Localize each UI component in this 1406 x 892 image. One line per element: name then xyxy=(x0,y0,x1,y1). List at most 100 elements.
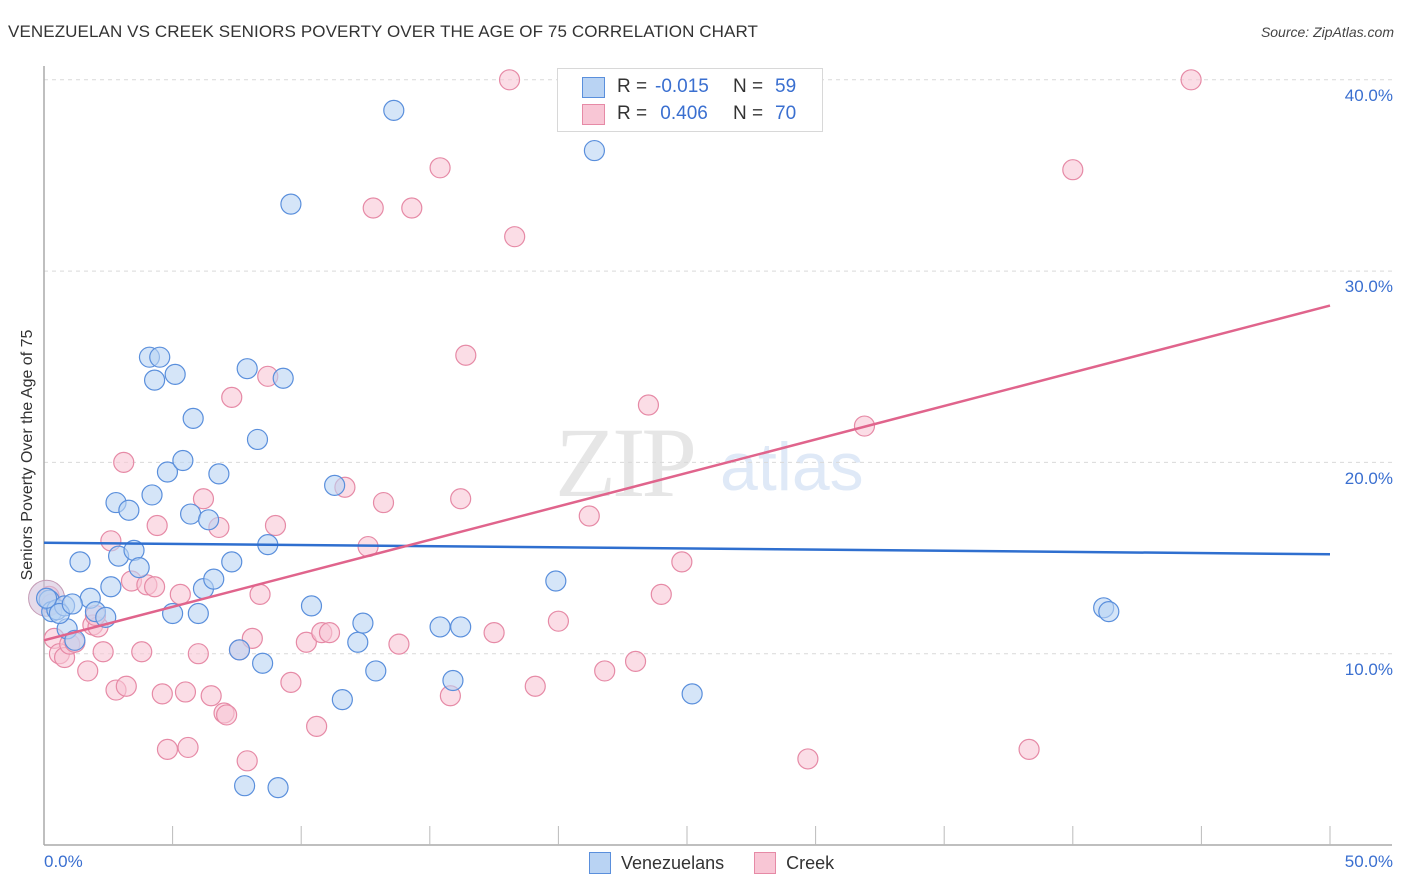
data-point xyxy=(177,736,199,759)
data-point xyxy=(228,639,251,661)
data-point xyxy=(429,157,451,179)
n-label: N = xyxy=(733,103,764,124)
n-value: 70 xyxy=(775,103,797,124)
y-tick-30: 30.0% xyxy=(1344,277,1393,296)
data-point xyxy=(236,358,258,380)
data-point xyxy=(252,652,274,674)
venezuelans-swatch xyxy=(589,852,611,874)
data-point xyxy=(455,344,477,366)
source-label: Source: ZipAtlas.com xyxy=(1260,24,1394,40)
creek-swatch xyxy=(754,852,777,874)
data-point xyxy=(115,675,137,697)
data-point xyxy=(797,748,819,770)
data-point xyxy=(450,488,472,510)
data-point xyxy=(324,474,346,496)
r-value: -0.015 xyxy=(655,76,709,97)
data-point xyxy=(372,491,395,514)
axes xyxy=(43,66,1392,846)
x-tick-min: 0.0% xyxy=(44,852,83,871)
data-point xyxy=(169,583,191,605)
data-point xyxy=(182,407,204,430)
data-point xyxy=(300,595,323,617)
data-point xyxy=(61,593,83,615)
creek-swatch xyxy=(582,103,605,125)
y-axis-title: Seniors Poverty Over the Age of 75 xyxy=(19,329,36,581)
series-legend: Venezuelans Creek xyxy=(589,852,864,874)
data-point xyxy=(383,99,405,122)
data-point xyxy=(113,451,135,473)
data-point xyxy=(1180,69,1202,91)
data-point xyxy=(64,629,86,651)
y-tick-10: 10.0% xyxy=(1344,660,1393,679)
data-point xyxy=(264,514,287,537)
y-tick-40: 40.0% xyxy=(1344,86,1393,105)
trend-lines xyxy=(43,304,1331,642)
data-point xyxy=(234,775,256,797)
venezuelan-points xyxy=(35,99,1120,799)
legend-row-venezuelans: R = -0.015 N = 59 xyxy=(582,75,796,99)
data-point xyxy=(331,689,353,711)
data-point xyxy=(637,394,660,416)
data-point xyxy=(352,612,374,634)
data-point xyxy=(681,683,703,705)
watermark-atlas: atlas xyxy=(720,429,864,505)
data-point xyxy=(149,346,171,368)
data-point xyxy=(267,777,289,799)
data-point xyxy=(146,514,168,537)
data-point xyxy=(198,509,220,531)
n-label: N = xyxy=(733,76,764,97)
data-point xyxy=(624,650,647,672)
data-point xyxy=(318,622,341,644)
y-tick-20: 20.0% xyxy=(1344,469,1393,488)
venezuelans-trend-line xyxy=(43,541,1331,556)
data-point xyxy=(246,428,269,451)
data-point xyxy=(1018,738,1040,760)
data-point xyxy=(174,681,197,703)
data-point xyxy=(594,660,616,682)
data-point xyxy=(442,669,464,692)
data-point xyxy=(362,197,384,219)
n-value: 59 xyxy=(775,76,797,97)
data-point xyxy=(77,660,99,682)
data-point xyxy=(187,643,209,665)
data-point xyxy=(280,671,302,693)
data-point xyxy=(141,484,163,506)
creek-points xyxy=(28,69,1202,772)
data-point xyxy=(306,715,328,737)
data-point xyxy=(143,369,166,391)
data-point xyxy=(164,363,186,386)
data-point xyxy=(272,367,294,389)
data-point xyxy=(401,197,423,219)
data-point xyxy=(524,675,546,697)
data-point xyxy=(192,488,215,510)
data-point xyxy=(236,750,258,772)
creek-trend-line xyxy=(43,304,1331,642)
data-point xyxy=(187,602,209,625)
data-point xyxy=(547,610,570,632)
data-point xyxy=(545,570,567,592)
data-point xyxy=(671,551,693,573)
x-tick-max: 50.0% xyxy=(1344,852,1393,871)
data-point xyxy=(295,631,317,653)
data-point xyxy=(100,576,122,598)
data-point xyxy=(388,633,410,655)
chart-title: VENEZUELAN VS CREEK SENIORS POVERTY OVER… xyxy=(8,22,759,41)
data-point xyxy=(365,660,387,682)
data-point xyxy=(347,631,369,653)
legend-label: Venezuelans xyxy=(621,852,725,873)
legend-row-creek: R = 0.406 N = 70 xyxy=(582,102,796,126)
correlation-legend: R = -0.015 N = 59 R = 0.406 N = 70 xyxy=(557,68,823,132)
data-point xyxy=(156,461,179,483)
data-point xyxy=(429,616,451,638)
legend-item-creek: Creek xyxy=(754,852,834,874)
data-point xyxy=(151,683,173,705)
data-point xyxy=(450,616,472,638)
data-point xyxy=(1062,159,1084,181)
legend-item-venezuelans: Venezuelans xyxy=(589,852,724,874)
r-value: 0.406 xyxy=(655,103,708,124)
data-point xyxy=(156,738,179,760)
data-point xyxy=(221,551,243,573)
venezuelans-swatch xyxy=(582,76,605,98)
data-point xyxy=(483,622,505,644)
data-point xyxy=(143,576,166,598)
